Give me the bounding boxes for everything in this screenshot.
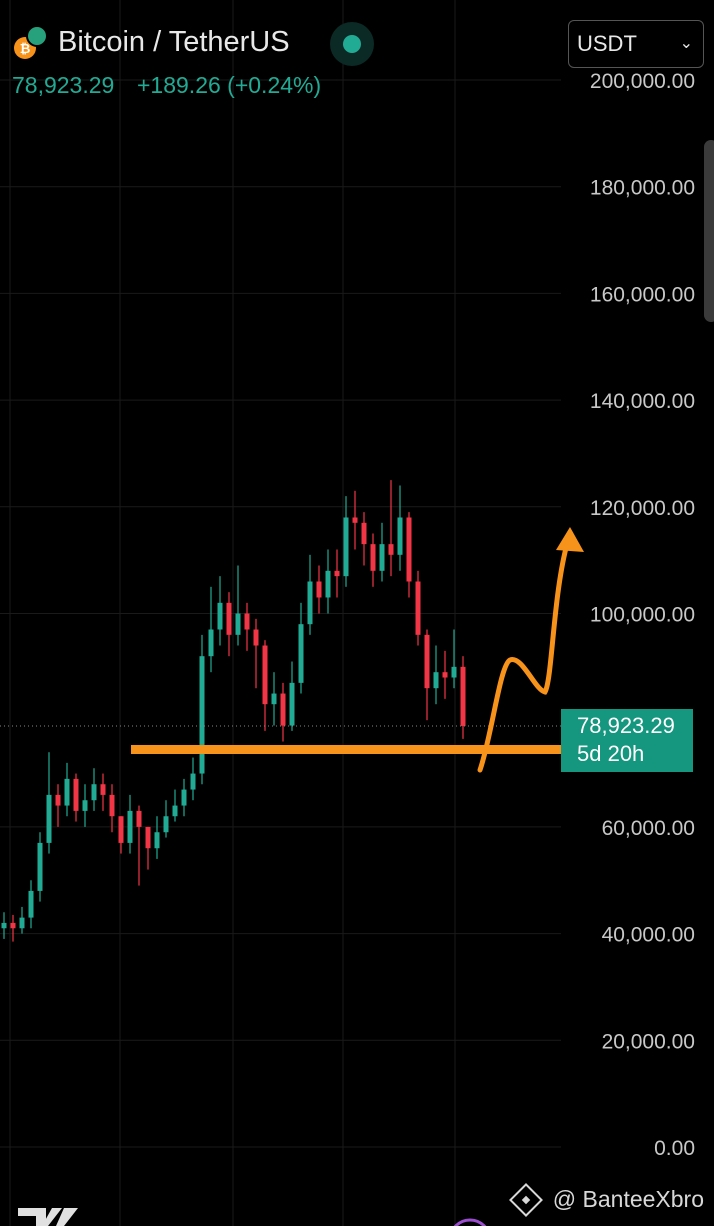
candle-body [334, 570, 340, 577]
candle-body [397, 517, 403, 555]
candle-body [388, 544, 394, 555]
candle-body [379, 544, 385, 571]
candle-body [73, 778, 79, 811]
support-line [131, 745, 561, 754]
candle-body [343, 517, 349, 577]
candle-body [154, 832, 160, 849]
purple-button[interactable] [450, 1218, 490, 1226]
candle-body [262, 645, 268, 705]
candle-body [424, 634, 430, 689]
candle-body [280, 693, 286, 726]
candle-body [199, 656, 205, 774]
candle-body [118, 816, 124, 843]
tv-logo [18, 1208, 78, 1226]
binance-icon [509, 1183, 543, 1217]
y-tick-label: 200,000.00 [590, 70, 695, 93]
candle-body [46, 794, 52, 843]
candle-body [163, 816, 169, 833]
header-change: +189.26 (+0.24%) [137, 72, 322, 98]
candle-body [253, 629, 259, 646]
y-tick-label: 120,000.00 [590, 497, 695, 520]
candle-body [325, 570, 331, 598]
candle-body [460, 666, 466, 726]
status-dot [343, 35, 361, 53]
y-tick-label: 40,000.00 [602, 924, 695, 947]
candle-body [28, 890, 34, 918]
candle-body [289, 682, 295, 726]
price-label: 78,923.29 [577, 713, 675, 738]
price-label-box [561, 709, 693, 772]
projection-path [477, 545, 569, 773]
candle-body [307, 581, 313, 625]
candle-body [19, 917, 25, 929]
y-tick-label: 100,000.00 [590, 604, 695, 627]
candle-body [235, 613, 241, 635]
candle-body [361, 522, 367, 545]
watermark: @ BanteeXbro [552, 1186, 704, 1212]
candle-body [451, 666, 457, 678]
candle-body [190, 773, 196, 790]
candle-body [433, 672, 439, 689]
symbol-title: Bitcoin / TetherUS [58, 26, 290, 58]
candle-body [64, 778, 70, 806]
y-tick-label: 180,000.00 [590, 177, 695, 200]
candle-body [109, 794, 115, 817]
candle-body [352, 517, 358, 523]
candle-body [316, 581, 322, 598]
candle-body [217, 602, 223, 630]
candle-body [208, 629, 214, 657]
header-price: 78,923.29 [12, 72, 115, 98]
projection-arrowhead [556, 527, 584, 552]
candle-body [91, 784, 97, 801]
y-tick-label: 60,000.00 [602, 817, 695, 840]
usdt-icon [26, 25, 48, 47]
y-tick-label: 20,000.00 [602, 1030, 695, 1053]
candle-body [442, 672, 448, 678]
currency-label: USDT [577, 31, 637, 56]
candle-body [172, 805, 178, 817]
y-tick-label: 160,000.00 [590, 283, 695, 306]
candle-body [415, 581, 421, 635]
candle-body [244, 613, 250, 630]
candle-body [37, 842, 43, 891]
candle-body [136, 810, 142, 827]
y-tick-label: 0.00 [654, 1137, 695, 1160]
candle-body [55, 794, 61, 806]
chevron: ⌄ [679, 35, 693, 52]
candle-body [226, 602, 232, 635]
candle-body [271, 693, 277, 705]
candle-body [370, 544, 376, 571]
y-tick-label: 140,000.00 [590, 390, 695, 413]
countdown-label: 5d 20h [577, 741, 644, 766]
candle-body [181, 789, 187, 806]
candle-body [298, 624, 304, 683]
candle-body [1, 922, 7, 929]
candle-body [145, 826, 151, 849]
candle-body [406, 517, 412, 582]
scroll-handle[interactable] [704, 140, 714, 322]
candle-body [10, 922, 16, 929]
btc-symbol: ₿ [20, 41, 31, 56]
candle-body [100, 784, 106, 795]
candle-body [82, 800, 88, 811]
currency-select[interactable]: USDT ⌄ [568, 20, 704, 68]
candle-body [127, 810, 133, 843]
